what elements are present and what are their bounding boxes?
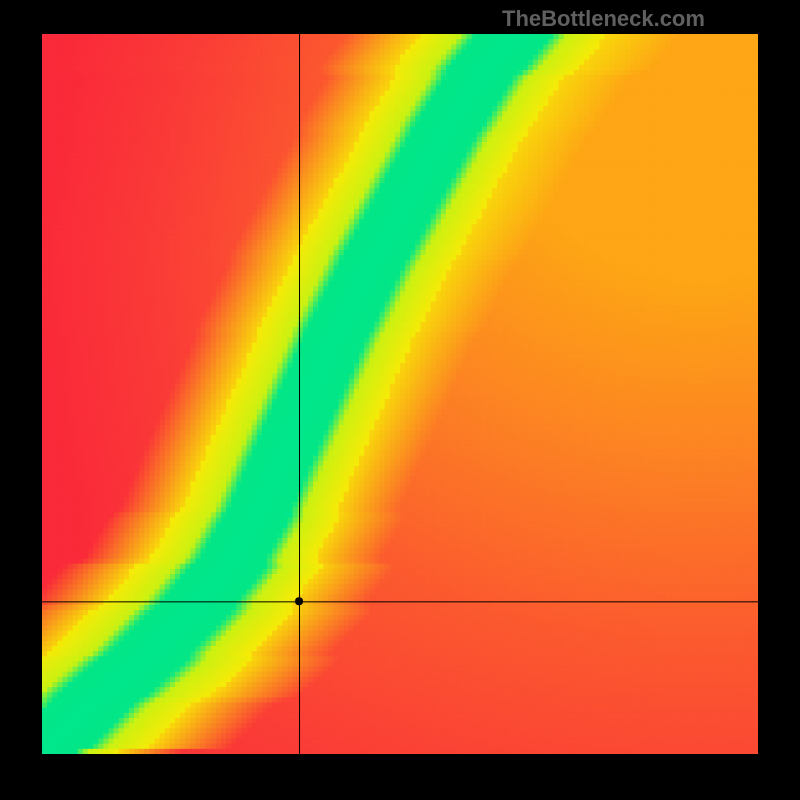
heatmap-plot-area [42,34,758,754]
attribution-text: TheBottleneck.com [502,6,705,32]
chart-container: TheBottleneck.com [0,0,800,800]
crosshair-overlay [42,34,758,754]
